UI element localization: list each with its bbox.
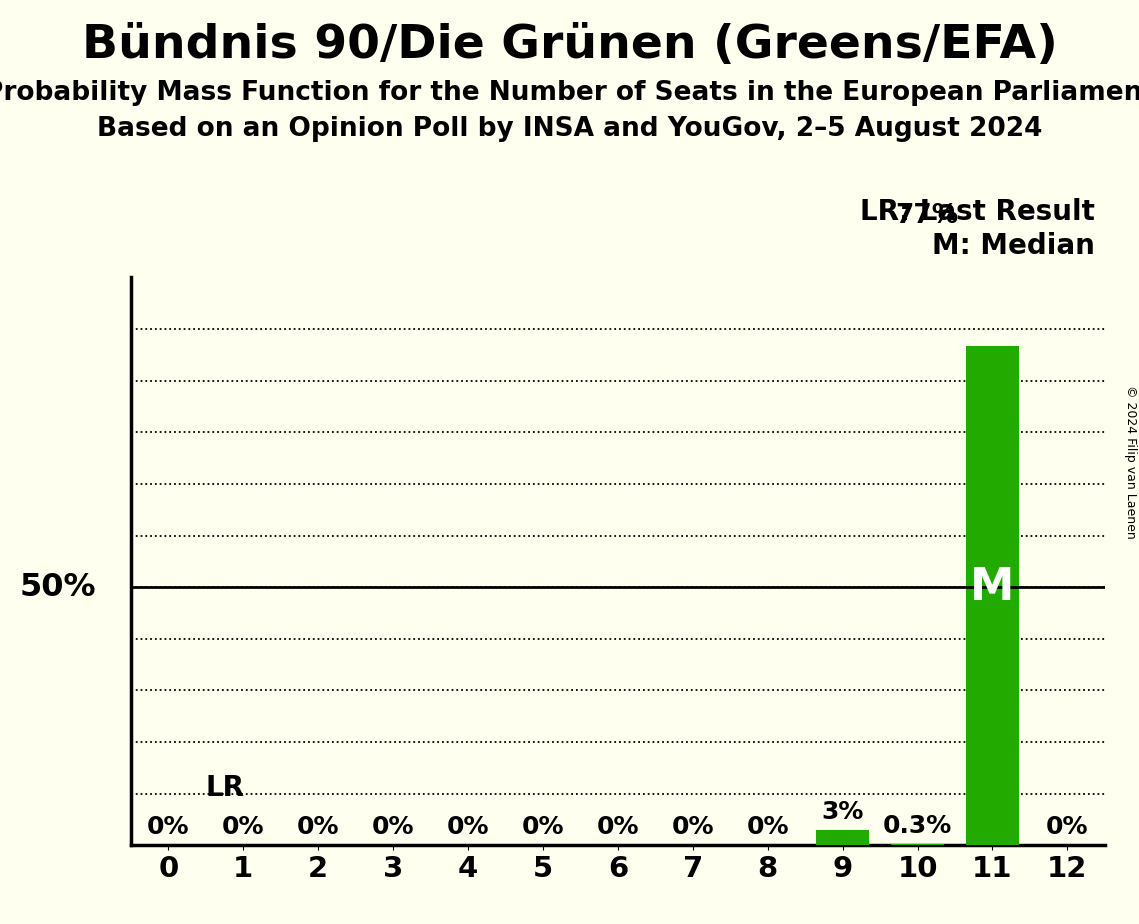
Text: 0%: 0% xyxy=(522,815,564,839)
Bar xyxy=(892,844,944,845)
Text: 77%: 77% xyxy=(895,203,959,229)
Text: 0%: 0% xyxy=(672,815,714,839)
Text: M: Median: M: Median xyxy=(932,232,1095,261)
Text: Based on an Opinion Poll by INSA and YouGov, 2–5 August 2024: Based on an Opinion Poll by INSA and You… xyxy=(97,116,1042,141)
Text: LR: Last Result: LR: Last Result xyxy=(860,198,1095,226)
Text: M: M xyxy=(970,565,1015,609)
Text: 0%: 0% xyxy=(597,815,639,839)
Text: Probability Mass Function for the Number of Seats in the European Parliament: Probability Mass Function for the Number… xyxy=(0,80,1139,106)
Text: 50%: 50% xyxy=(19,572,96,602)
Text: 0%: 0% xyxy=(746,815,789,839)
Text: 0.3%: 0.3% xyxy=(883,814,952,838)
Text: 0%: 0% xyxy=(446,815,490,839)
Text: 0%: 0% xyxy=(372,815,415,839)
Text: 0%: 0% xyxy=(147,815,190,839)
Text: 3%: 3% xyxy=(821,800,863,824)
Text: 0%: 0% xyxy=(222,815,264,839)
Text: 0%: 0% xyxy=(297,815,339,839)
Text: Bündnis 90/Die Grünen (Greens/EFA): Bündnis 90/Die Grünen (Greens/EFA) xyxy=(82,23,1057,68)
Bar xyxy=(817,830,869,845)
Text: 0%: 0% xyxy=(1046,815,1089,839)
Bar xyxy=(966,346,1018,845)
Text: LR: LR xyxy=(206,773,245,801)
Text: © 2024 Filip van Laenen: © 2024 Filip van Laenen xyxy=(1124,385,1137,539)
